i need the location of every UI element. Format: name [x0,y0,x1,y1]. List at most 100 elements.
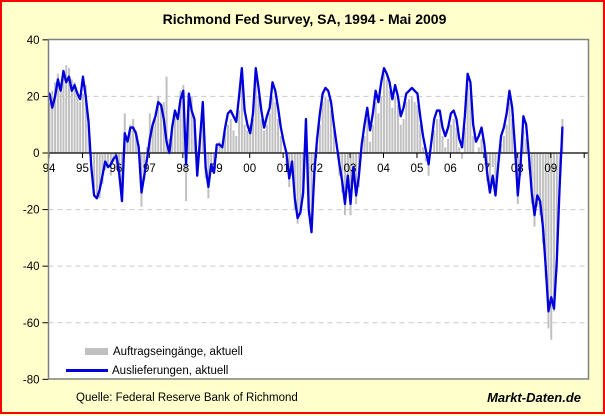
bar [324,96,327,153]
bar [343,153,346,216]
bar [330,110,333,153]
bar [466,85,469,153]
bar [207,153,210,199]
bar [129,124,132,153]
bar [65,65,68,153]
source-note: Quelle: Federal Reserve Bank of Richmond [76,392,298,404]
bar [73,82,76,153]
bar [374,102,377,153]
bar [539,153,542,216]
bar [444,147,447,153]
bar [341,153,344,193]
bar [458,147,461,153]
bar [235,136,238,153]
bar [346,153,349,182]
bar [349,153,352,216]
bar [98,153,101,199]
bar [380,96,383,153]
x-tick-label: 00 [243,163,256,175]
y-tick-label: 0 [33,148,39,160]
bar [51,90,54,153]
bar [541,153,544,244]
bar [218,141,221,153]
bar [160,107,162,153]
bar [187,102,190,153]
bar [455,127,458,153]
legend-label-shipments: Auslieferungen, aktuell [112,364,229,377]
bar [185,153,188,202]
bar [438,119,441,153]
x-tick-label: 05 [411,163,424,175]
bar [279,136,282,153]
bar [201,121,204,153]
bar [396,104,399,153]
bar [190,96,193,153]
legend-label-orders: Auftragseingänge, aktuell [113,345,243,358]
bar [277,119,280,153]
bar [480,138,483,153]
bar [550,153,553,340]
bar [243,124,246,153]
bar [488,153,491,187]
bar [81,93,84,153]
bar [257,96,260,153]
bar [246,130,249,153]
bar [157,96,160,153]
bar [154,119,157,153]
bar [151,124,154,153]
bar [536,153,539,207]
bar [366,119,369,153]
x-tick-label: 06 [444,163,457,175]
bar [254,73,257,153]
bar [173,113,176,153]
bar [491,153,494,168]
y-tick-label: -60 [23,318,40,330]
bar [146,147,149,153]
bar [126,136,129,153]
bar [226,124,229,153]
legend: Auftragseingänge, aktuell Auslieferungen… [66,342,243,380]
bar [232,130,235,153]
bar [265,124,268,153]
bar [494,153,497,187]
bar [224,133,227,153]
bar [477,147,480,153]
bar [299,153,302,216]
bar [383,73,385,153]
legend-item-shipments: Auslieferungen, aktuell [66,361,243,380]
bar [522,130,525,153]
bar [70,79,73,153]
bar [54,82,57,153]
bar [553,153,556,312]
bar [321,102,324,153]
bar [84,85,87,153]
bar [327,99,330,153]
bar [165,76,168,153]
bar [251,119,254,153]
bar [369,141,372,153]
bar [413,102,416,153]
bar [363,136,366,153]
bar [377,113,380,153]
bar [221,147,224,153]
bar [525,138,528,153]
bar [271,96,274,153]
y-tick-label: -40 [23,261,40,273]
bar [56,73,59,153]
x-tick-label: 04 [377,163,390,175]
bar [422,147,425,153]
watermark: Markt-Daten.de [487,390,581,405]
bar [394,96,397,153]
bar [511,119,514,153]
bar [268,113,271,153]
bar [59,85,62,153]
bar [229,119,232,153]
bar [296,153,299,224]
bar [463,127,466,153]
bar [441,136,444,153]
x-tick-label: 01 [277,163,290,175]
bar [502,136,505,153]
y-tick-label: 40 [27,35,40,47]
y-tick-label: 20 [27,91,40,103]
